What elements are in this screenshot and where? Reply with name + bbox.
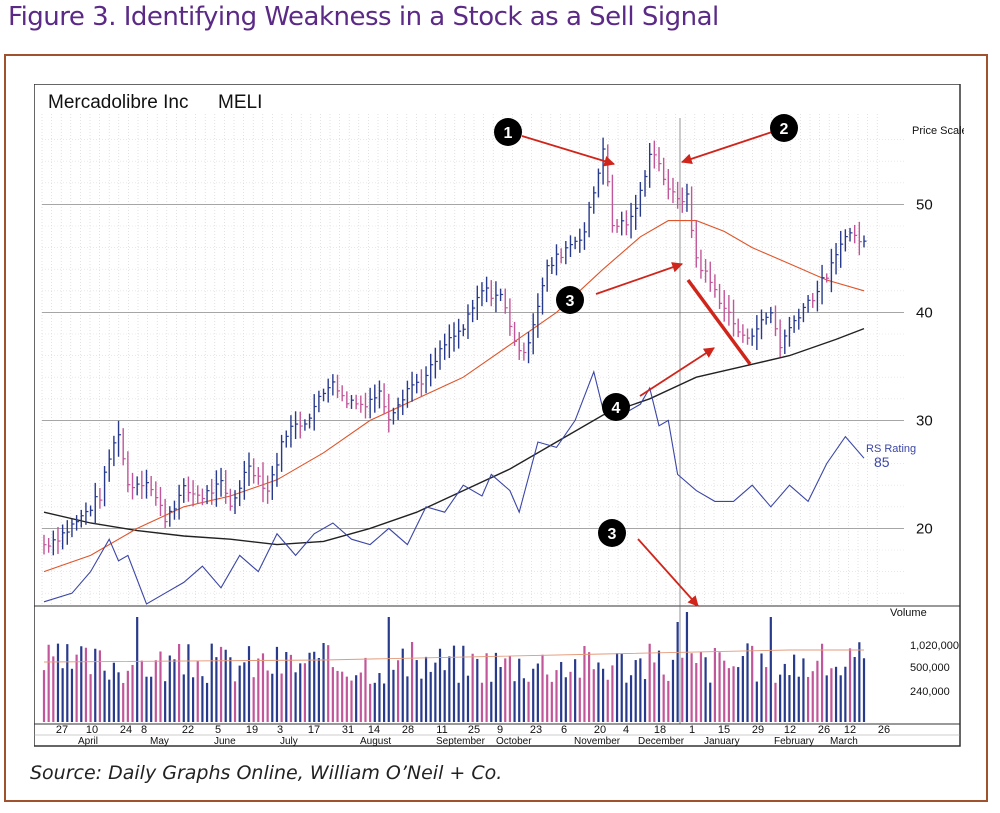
x-day-label: 17 [308,724,320,736]
chart-lines [43,220,865,605]
x-day-label: 12 [784,724,796,736]
x-day-label: 26 [818,724,830,736]
x-day-label: 19 [246,724,258,736]
ticker-symbol: MELI [218,92,262,113]
y-tick-label: 30 [916,412,933,429]
x-month-label: November [574,736,621,747]
x-month-label: August [360,736,391,747]
x-day-label: 8 [141,724,147,736]
volume-tick-labels: 1,020,000 500,000 240,000 [910,640,959,698]
chart-title: Mercadolibre Inc [48,92,188,113]
rs-rating-value: 85 [874,454,890,470]
x-month-label: March [830,736,858,747]
y-tick-label: 20 [916,520,933,537]
x-day-label: 28 [402,724,414,736]
x-day-label: 22 [182,724,194,736]
x-month-label: April [78,736,98,747]
annotation-number: 2 [780,121,789,138]
x-day-label: 6 [561,724,567,736]
x-day-label: 20 [594,724,606,736]
chart-border [34,84,961,747]
x-day-label: 23 [530,724,542,736]
rs-rating-label: RS Rating [866,443,916,455]
figure-frame [4,54,988,802]
x-day-label: 12 [844,724,856,736]
volume-label: Volume [890,607,927,619]
x-day-label: 11 [436,724,447,736]
annotation-number: 3 [608,526,617,543]
annotation-marker [598,519,626,547]
annotation-marker [770,114,798,142]
y-axis-label: Price Scale [912,125,964,137]
x-day-label: 4 [623,724,629,736]
x-day-label: 3 [277,724,283,736]
figure-title: Figure 3. Identifying Weakness in a Stoc… [8,2,719,32]
x-day-label: 5 [215,724,221,736]
annotation-number: 1 [504,125,513,142]
y-tick-label: 50 [916,196,933,213]
x-month-label: May [150,736,169,747]
price-bars [43,137,867,556]
rs-line [43,369,865,605]
x-day-label: 9 [497,724,503,736]
x-month-label: July [280,736,298,747]
annotation-arrow-3 [595,262,684,295]
annotation-number: 4 [612,400,621,417]
x-day-label: 31 [342,724,354,736]
x-month-label: June [214,736,236,747]
x-month-label: October [496,736,532,747]
annotation-arrow-3b [637,538,699,607]
annotation-arrow-1 [521,135,616,167]
annotation-marker [494,118,522,146]
x-axis: 27 10 24 8 22 5 19 3 17 31 14 28 11 25 9 23 6 20 4 18 1 15 29 1… [34,723,960,747]
volume-average-line [43,649,864,663]
annotation-marker [602,393,630,421]
x-day-label: 24 [120,724,132,736]
x-day-label: 25 [468,724,480,736]
x-month-label: September [436,736,486,747]
x-day-label: 14 [368,724,380,736]
x-day-label: 10 [86,724,98,736]
x-day-label: 18 [654,724,666,736]
chart-grid [34,114,960,724]
annotation-number: 3 [566,293,575,310]
x-month-label: January [704,736,740,747]
annotation-arrow-2 [680,131,773,165]
volume-tick-label: 500,000 [910,662,950,674]
volume-tick-label: 240,000 [910,686,950,698]
annotation-marker [556,286,584,314]
x-day-label: 15 [718,724,730,736]
x-day-label: 26 [878,724,890,736]
breakdown-line [686,278,752,366]
source-note: Source: Daily Graphs Online, William O’N… [30,762,503,784]
x-month-label: December [638,736,685,747]
x-month-label: February [774,736,814,747]
stock-chart: Mercadolibre Inc MELI Price Scale 20 30 40… [34,84,964,747]
volume-panel [42,612,866,722]
x-day-label: 1 [689,724,695,736]
y-tick-label: 40 [916,304,933,321]
ma50-line [43,220,865,573]
x-day-label: 27 [56,724,68,736]
y-tick-labels: 20 30 40 50 [916,196,933,537]
annotation-arrow-4 [639,347,715,397]
annotations: 1 2 3 4 3 [494,114,798,607]
ma200-line [43,327,865,546]
x-day-label: 29 [752,724,764,736]
volume-tick-label: 1,020,000 [910,640,959,652]
